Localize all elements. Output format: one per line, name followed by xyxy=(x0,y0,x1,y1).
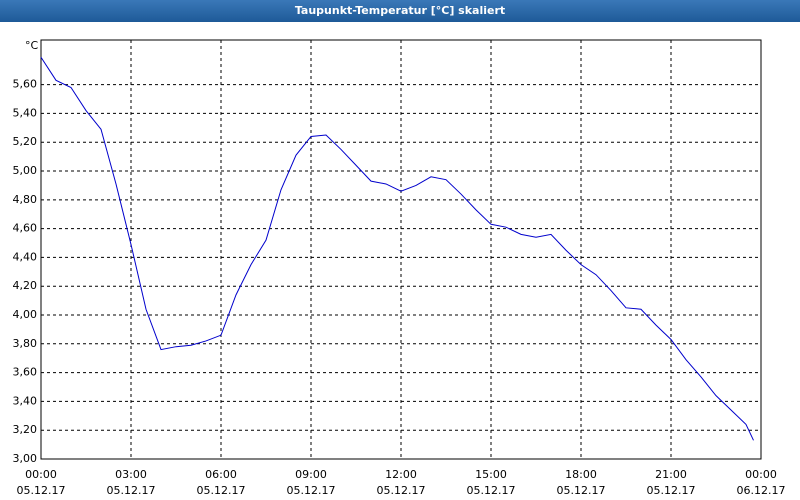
y-tick-label: 4,20 xyxy=(13,279,38,292)
x-tick-label: 15:00 xyxy=(475,468,507,481)
x-tick-label: 12:00 xyxy=(385,468,417,481)
x-tick-date: 05.12.17 xyxy=(197,484,246,497)
y-tick-label: 4,80 xyxy=(13,193,38,206)
y-tick-label: 4,00 xyxy=(13,308,38,321)
x-tick-date: 05.12.17 xyxy=(647,484,696,497)
x-tick-date: 05.12.17 xyxy=(17,484,66,497)
x-tick-label: 18:00 xyxy=(565,468,597,481)
x-tick-date: 05.12.17 xyxy=(107,484,156,497)
line xyxy=(40,57,754,441)
y-tick-label: 5,60 xyxy=(13,78,38,91)
x-tick-label: 06:00 xyxy=(205,468,237,481)
y-tick-label: 4,40 xyxy=(13,250,38,263)
x-tick-label: 00:00 xyxy=(745,468,777,481)
x-tick-label: 09:00 xyxy=(295,468,327,481)
y-tick-label: 4,60 xyxy=(13,222,38,235)
y-tick-label: 5,20 xyxy=(13,135,38,148)
y-tick-label: 3,20 xyxy=(13,423,38,436)
title-bar xyxy=(0,0,800,22)
x-tick-label: 21:00 xyxy=(655,468,687,481)
y-tick-label: 5,00 xyxy=(13,164,38,177)
x-tick-label: 00:00 xyxy=(25,468,57,481)
y-tick-label: 3,80 xyxy=(13,337,38,350)
x-tick-date: 06.12.17 xyxy=(737,484,786,497)
y-tick-label: 3,40 xyxy=(13,394,38,407)
x-tick-date: 05.12.17 xyxy=(287,484,336,497)
chart-title: Taupunkt-Temperatur [°C] skaliert xyxy=(295,4,505,17)
y-axis-label: °C xyxy=(25,39,39,52)
x-tick-date: 05.12.17 xyxy=(377,484,426,497)
y-tick-label: 5,40 xyxy=(13,106,38,119)
y-tick-label: 3,00 xyxy=(13,452,38,465)
x-tick-label: 03:00 xyxy=(115,468,147,481)
y-tick-label: 3,60 xyxy=(13,366,38,379)
x-tick-date: 05.12.17 xyxy=(467,484,516,497)
x-tick-date: 05.12.17 xyxy=(557,484,606,497)
